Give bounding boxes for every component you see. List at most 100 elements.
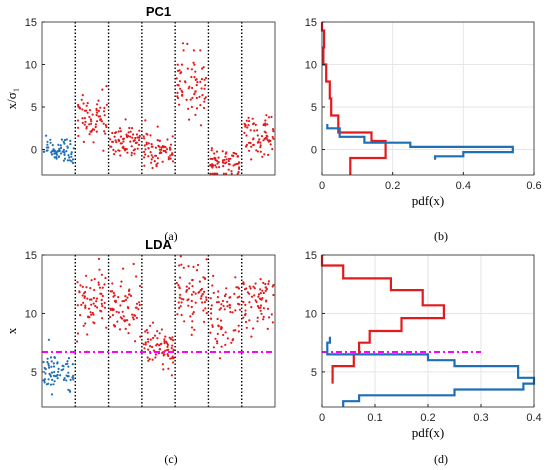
point-red <box>105 326 108 329</box>
point-red <box>111 282 114 285</box>
point-red <box>145 132 148 135</box>
point-red <box>228 306 231 309</box>
point-red <box>253 294 256 297</box>
point-red <box>118 328 122 331</box>
point-red <box>146 331 149 334</box>
point-red <box>199 49 202 52</box>
point-red <box>79 284 82 287</box>
point-blue <box>62 365 65 368</box>
point-red <box>201 293 204 296</box>
point-red <box>265 288 268 291</box>
point-red <box>258 138 261 141</box>
point-red <box>267 316 271 319</box>
point-red <box>210 147 213 150</box>
x-tick-label: 0.1 <box>367 412 382 424</box>
point-blue <box>62 150 65 154</box>
point-red <box>192 290 195 294</box>
point-red <box>85 104 88 107</box>
point-red <box>189 315 192 318</box>
point-red <box>115 310 118 313</box>
point-red <box>137 308 140 311</box>
point-red <box>112 308 115 311</box>
point-red <box>144 330 147 333</box>
point-red <box>160 328 163 331</box>
point-red <box>111 131 114 135</box>
point-red <box>121 310 124 313</box>
point-blue <box>57 143 60 146</box>
point-red <box>192 311 195 314</box>
point-red <box>89 130 92 133</box>
point-red <box>232 151 235 154</box>
point-red <box>178 69 181 72</box>
point-red <box>251 117 254 120</box>
point-red <box>116 320 119 323</box>
point-red <box>132 318 135 321</box>
point-red <box>125 148 128 151</box>
point-red <box>205 296 208 299</box>
point-red <box>129 294 133 297</box>
point-red <box>169 357 172 360</box>
point-red <box>187 304 190 307</box>
point-red <box>272 130 275 133</box>
point-red <box>114 139 117 142</box>
point-red <box>191 285 194 288</box>
point-red <box>98 286 102 289</box>
point-red <box>169 148 172 151</box>
point-red <box>170 374 173 377</box>
point-red <box>111 314 114 317</box>
point-red <box>263 153 266 156</box>
point-red <box>257 293 260 296</box>
point-red <box>211 324 214 327</box>
point-blue <box>51 149 54 152</box>
point-red <box>209 331 212 334</box>
point-red <box>122 267 125 270</box>
point-red <box>143 144 146 147</box>
point-red <box>220 326 223 329</box>
point-red <box>216 172 219 175</box>
point-red <box>119 130 122 133</box>
point-red <box>256 320 259 323</box>
point-red <box>222 333 225 337</box>
point-red <box>96 111 99 114</box>
point-red <box>151 145 154 148</box>
point-red <box>112 295 115 298</box>
point-blue <box>50 360 53 363</box>
point-blue <box>49 356 53 359</box>
point-red <box>103 130 106 133</box>
point-red <box>218 308 221 311</box>
point-red <box>105 103 108 106</box>
point-red <box>201 67 204 70</box>
point-red <box>259 278 262 281</box>
point-blue <box>70 152 73 156</box>
point-red <box>156 162 159 165</box>
point-red <box>218 357 221 360</box>
point-red <box>89 118 92 121</box>
point-red <box>82 140 85 143</box>
point-red <box>102 122 105 125</box>
point-red <box>246 291 249 294</box>
point-red <box>179 305 182 308</box>
point-red <box>194 90 197 93</box>
point-red <box>162 146 165 149</box>
point-red <box>88 298 92 301</box>
point-blue <box>46 140 49 143</box>
point-red <box>199 104 202 107</box>
point-blue <box>55 153 59 156</box>
point-red <box>178 276 182 279</box>
point-red <box>166 345 169 348</box>
point-red <box>103 106 106 109</box>
point-blue <box>69 378 72 381</box>
point-red <box>149 151 152 154</box>
point-blue <box>57 155 61 158</box>
point-red <box>142 135 145 138</box>
point-red <box>91 113 94 116</box>
point-red <box>255 149 258 152</box>
point-blue <box>46 143 49 146</box>
point-red <box>267 153 270 156</box>
point-red <box>115 141 118 144</box>
point-red <box>198 95 201 98</box>
point-red <box>222 172 225 175</box>
point-red <box>167 156 170 159</box>
point-red <box>135 133 139 136</box>
point-red <box>145 328 148 332</box>
